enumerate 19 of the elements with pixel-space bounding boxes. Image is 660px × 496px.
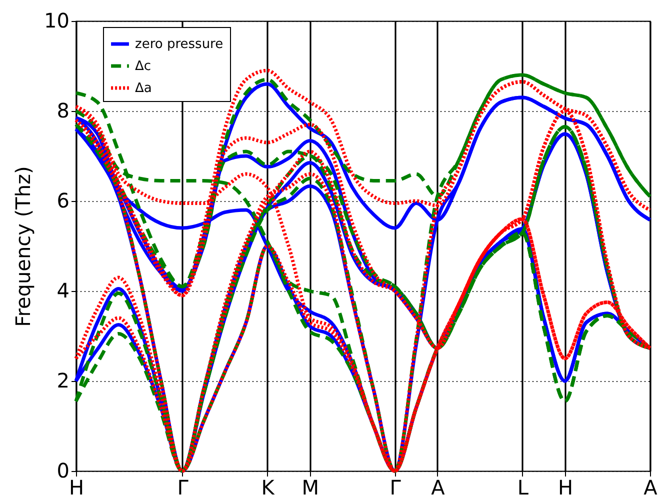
y-tick-label: 6 (56, 188, 70, 212)
y-tick-label: 2 (56, 368, 70, 392)
legend-label: Δc (135, 59, 152, 74)
y-tick-label: 0 (56, 458, 70, 482)
y-tick-label: 4 (56, 278, 70, 302)
x-tick-label: H (68, 476, 84, 496)
x-tick-label: H (558, 476, 573, 496)
x-tick-label: A (644, 476, 658, 496)
x-tick-label: L (517, 476, 530, 496)
y-axis-title: Frequency (Thz) (11, 166, 36, 327)
legend-label: Δa (135, 81, 152, 96)
x-tick-label: Γ (390, 476, 402, 496)
x-tick-label: Γ (177, 476, 190, 496)
x-tick-label: K (261, 476, 276, 496)
x-tick-label: A (431, 476, 446, 496)
legend-label: zero pressure (135, 37, 224, 52)
y-tick-label: 8 (56, 98, 70, 122)
x-tick-label: M (302, 476, 319, 496)
y-tick-label: 10 (44, 8, 70, 32)
